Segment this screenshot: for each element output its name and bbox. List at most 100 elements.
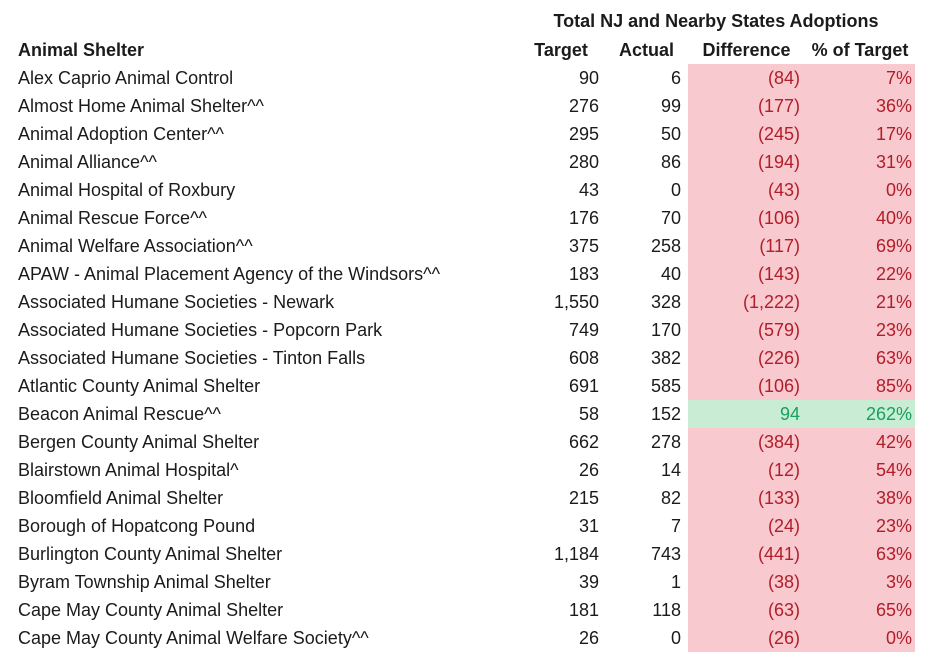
cell-shelter-name[interactable]: Animal Adoption Center^^ [18,124,225,144]
cell-actual[interactable]: 14 [660,460,681,480]
cell-pct-of-target[interactable]: 3% [805,568,915,596]
cell-shelter-name[interactable]: Bergen County Animal Shelter [18,432,260,452]
cell-target[interactable]: 58 [578,404,599,424]
cell-actual[interactable]: 70 [660,208,681,228]
cell-actual[interactable]: 743 [650,544,681,564]
cell-actual[interactable]: 278 [650,432,681,452]
cell-actual[interactable]: 170 [650,320,681,340]
cell-pct-of-target[interactable]: 42% [805,428,915,456]
column-header-pct-of-target[interactable]: % of Target [811,40,909,60]
cell-difference[interactable]: (12) [688,456,805,484]
column-header-actual[interactable]: Actual [618,40,674,60]
cell-shelter-name[interactable]: Beacon Animal Rescue^^ [18,404,222,424]
cell-shelter-name[interactable]: Almost Home Animal Shelter^^ [18,96,264,116]
cell-actual[interactable]: 82 [660,488,681,508]
cell-shelter-name[interactable]: Associated Humane Societies - Tinton Fal… [18,348,366,368]
cell-shelter-name[interactable]: APAW - Animal Placement Agency of the Wi… [18,264,441,284]
cell-actual[interactable]: 0 [670,180,681,200]
cell-shelter-name[interactable]: Associated Humane Societies - Popcorn Pa… [18,320,383,340]
cell-difference[interactable]: (106) [688,372,805,400]
cell-difference[interactable]: (38) [688,568,805,596]
cell-difference[interactable]: (194) [688,148,805,176]
cell-target[interactable]: 39 [578,572,599,592]
cell-target[interactable]: 691 [568,376,599,396]
cell-actual[interactable]: 0 [670,628,681,648]
cell-difference[interactable]: 94 [688,400,805,428]
cell-actual[interactable]: 152 [650,404,681,424]
cell-difference[interactable]: (384) [688,428,805,456]
cell-target[interactable]: 608 [568,348,599,368]
cell-pct-of-target[interactable]: 85% [805,372,915,400]
cell-target[interactable]: 375 [568,236,599,256]
cell-difference[interactable]: (24) [688,512,805,540]
cell-difference[interactable]: (441) [688,540,805,568]
cell-pct-of-target[interactable]: 0% [805,176,915,204]
cell-pct-of-target[interactable]: 31% [805,148,915,176]
cell-target[interactable]: 295 [568,124,599,144]
cell-actual[interactable]: 328 [650,292,681,312]
cell-shelter-name[interactable]: Bloomfield Animal Shelter [18,488,224,508]
cell-pct-of-target[interactable]: 63% [805,540,915,568]
cell-shelter-name[interactable]: Blairstown Animal Hospital^ [18,460,239,480]
cell-pct-of-target[interactable]: 23% [805,512,915,540]
cell-target[interactable]: 90 [578,68,599,88]
cell-shelter-name[interactable]: Animal Rescue Force^^ [18,208,207,228]
cell-shelter-name[interactable]: Burlington County Animal Shelter [18,544,283,564]
cell-pct-of-target[interactable]: 40% [805,204,915,232]
cell-pct-of-target[interactable]: 22% [805,260,915,288]
cell-difference[interactable]: (26) [688,624,805,652]
cell-actual[interactable]: 382 [650,348,681,368]
cell-difference[interactable]: (177) [688,92,805,120]
cell-shelter-name[interactable]: Byram Township Animal Shelter [18,572,271,592]
cell-actual[interactable]: 118 [652,600,681,620]
cell-actual[interactable]: 99 [660,96,681,116]
cell-pct-of-target[interactable]: 38% [805,484,915,512]
cell-actual[interactable]: 258 [650,236,681,256]
cell-target[interactable]: 276 [568,96,599,116]
cell-pct-of-target[interactable]: 262% [805,400,915,428]
cell-shelter-name[interactable]: Borough of Hopatcong Pound [18,516,256,536]
cell-actual[interactable]: 50 [660,124,681,144]
cell-difference[interactable]: (579) [688,316,805,344]
cell-target[interactable]: 662 [568,432,599,452]
cell-target[interactable]: 1,550 [553,292,599,312]
cell-actual[interactable]: 40 [660,264,681,284]
cell-target[interactable]: 1,184 [553,544,599,564]
cell-difference[interactable]: (1,222) [688,288,805,316]
cell-shelter-name[interactable]: Animal Hospital of Roxbury [18,180,236,200]
cell-target[interactable]: 280 [568,152,599,172]
cell-target[interactable]: 181 [568,600,599,620]
cell-pct-of-target[interactable]: 21% [805,288,915,316]
column-header-animal-shelter[interactable]: Animal Shelter [18,40,145,60]
cell-actual[interactable]: 585 [650,376,681,396]
cell-shelter-name[interactable]: Cape May County Animal Welfare Society^^ [18,628,369,648]
cell-difference[interactable]: (63) [688,596,805,624]
cell-pct-of-target[interactable]: 54% [805,456,915,484]
cell-difference[interactable]: (106) [688,204,805,232]
cell-target[interactable]: 183 [568,264,599,284]
cell-pct-of-target[interactable]: 69% [805,232,915,260]
cell-difference[interactable]: (226) [688,344,805,372]
column-header-difference[interactable]: Difference [702,40,791,60]
cell-pct-of-target[interactable]: 0% [805,624,915,652]
cell-target[interactable]: 43 [578,180,599,200]
cell-pct-of-target[interactable]: 23% [805,316,915,344]
cell-difference[interactable]: (143) [688,260,805,288]
cell-shelter-name[interactable]: Atlantic County Animal Shelter [18,376,261,396]
cell-pct-of-target[interactable]: 17% [805,120,915,148]
cell-target[interactable]: 26 [578,628,599,648]
cell-pct-of-target[interactable]: 36% [805,92,915,120]
cell-target[interactable]: 749 [568,320,599,340]
cell-target[interactable]: 215 [568,488,599,508]
column-header-target[interactable]: Target [534,40,588,60]
cell-target[interactable]: 31 [578,516,599,536]
cell-difference[interactable]: (84) [688,64,805,92]
cell-difference[interactable]: (133) [688,484,805,512]
cell-target[interactable]: 176 [568,208,599,228]
cell-shelter-name[interactable]: Associated Humane Societies - Newark [18,292,335,312]
cell-actual[interactable]: 6 [670,68,681,88]
cell-difference[interactable]: (117) [688,232,805,260]
cell-pct-of-target[interactable]: 63% [805,344,915,372]
cell-shelter-name[interactable]: Animal Alliance^^ [18,152,157,172]
cell-pct-of-target[interactable]: 65% [805,596,915,624]
